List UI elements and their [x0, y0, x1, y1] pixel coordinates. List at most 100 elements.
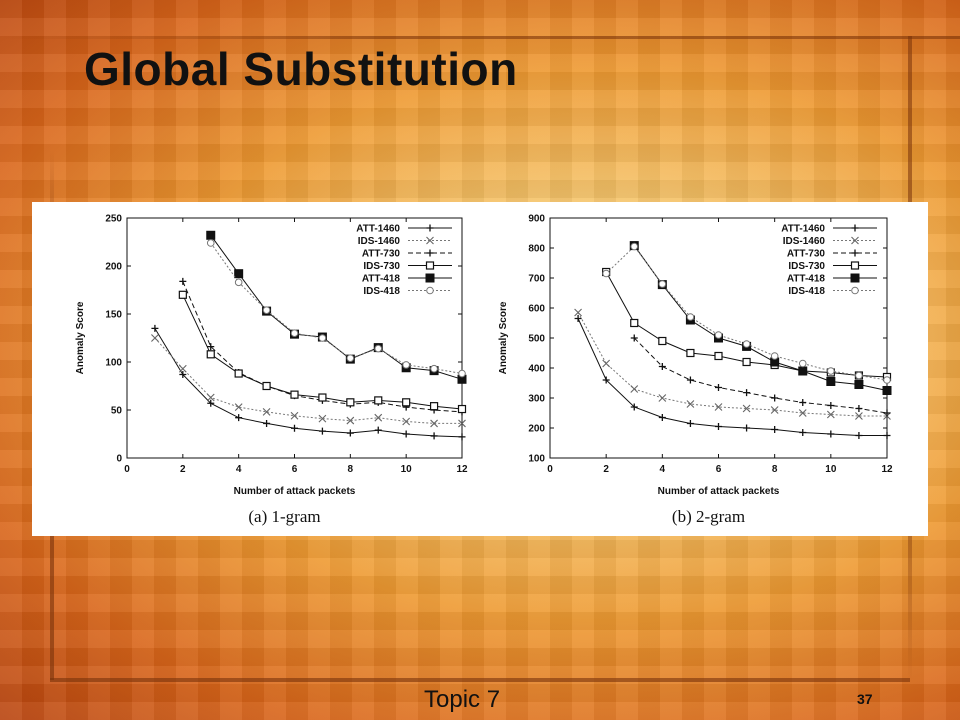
y-tick-label: 400: [528, 364, 545, 375]
data-point: [374, 344, 383, 353]
legend-label: IDS-418: [788, 286, 825, 297]
data-point: [851, 224, 859, 232]
data-point: [826, 410, 835, 419]
data-point: [430, 419, 438, 428]
series-att-418: [206, 230, 467, 384]
y-tick-label: 600: [528, 304, 545, 315]
legend-label: IDS-1460: [358, 236, 401, 247]
data-point: [602, 359, 611, 368]
legend-label: IDS-730: [788, 261, 825, 272]
legend-label: ATT-418: [362, 274, 401, 285]
data-point: [686, 313, 695, 321]
data-point: [743, 389, 751, 397]
data-point: [602, 269, 610, 278]
x-tick-label: 4: [236, 464, 242, 475]
y-axis-label: Anomaly Score: [498, 301, 509, 374]
data-point: [318, 427, 326, 435]
data-point: [346, 354, 355, 362]
y-tick-label: 900: [528, 214, 545, 225]
chart-caption: (b) 2-gram: [672, 507, 745, 526]
x-tick-label: 2: [603, 464, 609, 475]
data-point: [882, 386, 892, 395]
data-point: [207, 399, 215, 407]
y-tick-label: 100: [528, 454, 545, 465]
data-point: [602, 376, 610, 384]
series-ids-418: [206, 239, 466, 378]
data-point: [574, 308, 582, 317]
data-point: [346, 398, 355, 407]
x-tick-label: 4: [660, 464, 666, 475]
data-point: [851, 236, 859, 245]
data-point: [291, 424, 298, 432]
series-line: [633, 337, 888, 414]
data-point: [714, 351, 723, 361]
chart-a-1-gram: 0 2 4 6 8 10 12 0 50 100 150 200 250 Number of attack…: [75, 214, 468, 527]
y-tick-label: 200: [528, 424, 545, 435]
data-point: [715, 384, 722, 391]
x-tick-label: 10: [825, 464, 837, 475]
x-tick-label: 6: [716, 464, 722, 475]
data-point: [799, 429, 807, 436]
y-axis-label: Anomaly Score: [75, 301, 86, 374]
data-point: [574, 315, 582, 322]
data-point: [855, 412, 863, 420]
series-att-1460: [574, 315, 891, 439]
series-ids-730: [178, 290, 467, 414]
data-point: [402, 417, 411, 426]
data-point: [742, 340, 751, 348]
data-point: [262, 381, 271, 391]
data-point: [827, 402, 835, 409]
data-point: [457, 404, 467, 414]
data-point: [234, 403, 243, 412]
x-tick-label: 8: [348, 464, 354, 475]
data-point: [658, 394, 667, 402]
chart-caption: (a) 1-gram: [248, 507, 320, 526]
data-point: [742, 404, 751, 413]
slide-number: 37: [857, 691, 873, 707]
x-axis-label: Number of attack packets: [658, 486, 780, 497]
data-point: [430, 364, 438, 373]
legend-label: IDS-730: [363, 261, 400, 272]
legend-label: ATT-1460: [356, 224, 400, 235]
data-point: [630, 403, 638, 411]
series-ids-1460: [574, 308, 891, 420]
slide-title: Global Substitution: [84, 43, 518, 95]
data-point: [206, 350, 215, 359]
x-tick-label: 8: [772, 464, 778, 475]
data-point: [658, 414, 666, 421]
data-point: [206, 230, 216, 240]
data-point: [851, 249, 859, 257]
data-point: [658, 280, 667, 288]
data-point: [151, 334, 159, 342]
data-point: [179, 370, 187, 378]
data-point: [630, 385, 639, 393]
data-point: [178, 364, 187, 373]
data-point: [458, 433, 466, 441]
data-point: [234, 369, 243, 378]
data-point: [426, 236, 434, 245]
data-point: [714, 403, 723, 411]
data-point: [430, 432, 438, 440]
data-point: [402, 430, 410, 438]
data-point: [374, 426, 382, 434]
series-line: [154, 328, 463, 438]
data-point: [883, 432, 891, 439]
data-point: [658, 363, 666, 370]
data-point: [262, 408, 271, 416]
data-point: [851, 286, 859, 295]
data-point: [374, 396, 383, 405]
data-point: [827, 430, 835, 438]
y-tick-label: 150: [105, 310, 122, 321]
data-point: [850, 261, 860, 270]
data-point: [686, 376, 694, 384]
legend-label: IDS-1460: [783, 236, 826, 247]
data-point: [771, 426, 779, 433]
data-point: [798, 359, 807, 368]
data-point: [151, 324, 159, 332]
data-point: [855, 432, 863, 439]
data-point: [458, 419, 466, 428]
data-point: [883, 409, 891, 417]
data-point: [426, 224, 434, 232]
series-line: [577, 312, 887, 417]
